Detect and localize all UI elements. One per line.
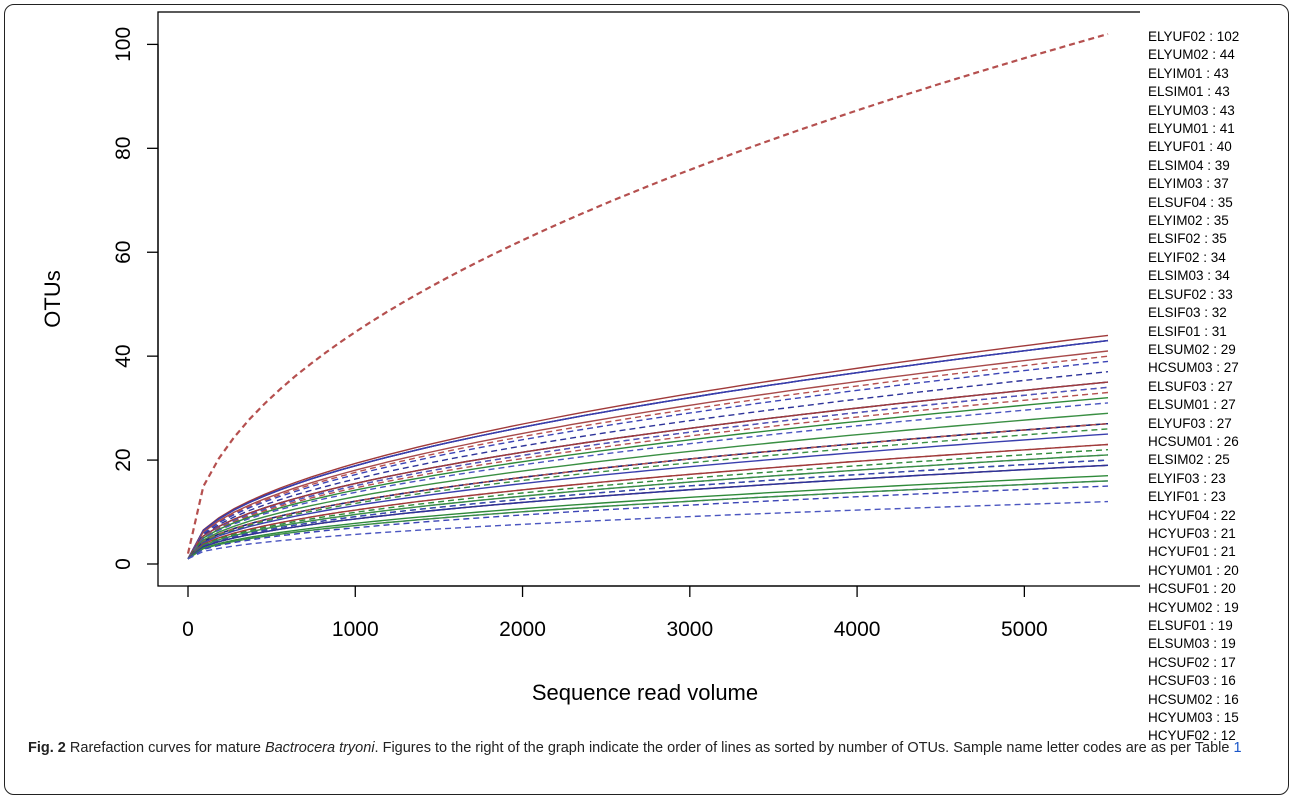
y-tick-label-60: 60 (112, 241, 135, 264)
curve-35 (187, 475, 1109, 560)
rarefaction-chart: 0 1000 2000 3000 4000 5000 0 20 40 60 80 100 Seque… (40, 11, 1140, 705)
curve-2 (187, 334, 1109, 560)
x-tick-label-3000: 3000 (666, 618, 713, 641)
x-tick-label-0: 0 (182, 618, 194, 641)
curve-29 (187, 454, 1109, 560)
x-axis: 0 1000 2000 3000 4000 5000 (182, 585, 1048, 641)
curve-1 (186, 32, 1109, 554)
curve-22 (187, 423, 1109, 560)
legend-entry: HCSUF02 : 17 (1148, 654, 1236, 670)
y-axis: 0 20 40 60 80 100 (112, 27, 159, 570)
curve-23 (187, 428, 1109, 560)
legend-entry: HCSUM03 : 27 (1148, 360, 1239, 376)
y-tick-label-80: 80 (112, 137, 135, 160)
legend-entry: HCYUF03 : 21 (1148, 525, 1236, 541)
curve-12 (187, 381, 1109, 560)
legend-entry: ELSIF01 : 31 (1148, 323, 1227, 339)
figure-caption: Fig. 2 Rarefaction curves for mature Bac… (28, 738, 1268, 759)
y-axis-title: OTUs (40, 270, 65, 327)
curve-24 (187, 433, 1109, 560)
x-tick-label-2000: 2000 (499, 618, 546, 641)
curves-group (186, 32, 1109, 560)
legend-entry: HCYUM02 : 19 (1148, 599, 1239, 615)
legend-entry: ELSIM02 : 25 (1148, 452, 1230, 468)
legend-entry: HCYUM01 : 20 (1148, 562, 1239, 578)
legend-entry: ELYIF03 : 23 (1148, 470, 1226, 486)
curve-31 (187, 459, 1109, 560)
curve-37 (187, 480, 1109, 560)
curve-38 (187, 485, 1109, 560)
legend-entry: ELSUM03 : 19 (1148, 636, 1236, 652)
y-tick-label-40: 40 (112, 344, 135, 367)
caption-text-end: . Figures to the right of the graph indi… (374, 740, 1234, 756)
curve-8 (187, 360, 1109, 560)
legend-entry: HCYUF04 : 22 (1148, 507, 1236, 523)
legend-entry: HCSUF01 : 20 (1148, 581, 1236, 597)
caption-table-link[interactable]: 1 (1233, 740, 1242, 756)
curve-18 (187, 412, 1109, 560)
legend-entry: ELSUM01 : 27 (1148, 397, 1236, 413)
y-tick-label-100: 100 (112, 27, 135, 62)
curve-14 (187, 386, 1109, 560)
legend-entry: ELYUM01 : 41 (1148, 121, 1235, 137)
caption-species: Bactrocera tryoni (264, 740, 375, 756)
legend-entry: ELSIM03 : 34 (1148, 268, 1230, 284)
curve-15 (187, 391, 1109, 560)
legend: ELYUF02 : 102 ELYUM02 : 44 ELYIM01 : 43 ELS… (1148, 28, 1288, 746)
curve-34 (187, 464, 1109, 560)
legend-entry: ELYIM02 : 35 (1148, 213, 1229, 229)
x-tick-label-5000: 5000 (1001, 618, 1048, 641)
legend-entry: ELYUF03 : 27 (1148, 415, 1232, 431)
legend-entry: ELSUF04 : 35 (1148, 194, 1233, 210)
legend-entry: HCSUM01 : 26 (1148, 433, 1239, 449)
legend-entry: ELSIF02 : 35 (1148, 231, 1227, 247)
curve-26 (187, 443, 1109, 560)
figure-frame (4, 4, 1289, 795)
caption-text-start: Rarefaction curves for mature (65, 740, 265, 756)
legend-entry: ELSUF03 : 27 (1148, 378, 1233, 394)
legend-entry: HCYUF01 : 21 (1148, 544, 1236, 560)
curve-17 (187, 402, 1109, 560)
legend-entry: ELSIM01 : 43 (1148, 84, 1230, 100)
legend-entry: HCSUF03 : 16 (1148, 673, 1236, 689)
y-tick-label-20: 20 (112, 448, 135, 471)
legend-entry: ELYIM01 : 43 (1148, 65, 1229, 81)
legend-entry: ELYUM03 : 43 (1148, 102, 1235, 118)
curve-6 (187, 350, 1109, 560)
caption-figure-label: Fig. 2 (28, 740, 66, 756)
curve-5 (187, 339, 1109, 560)
legend-entry: ELYIM03 : 37 (1148, 176, 1229, 192)
legend-entry: ELSUM02 : 29 (1148, 341, 1236, 357)
x-tick-label-1000: 1000 (332, 618, 379, 641)
x-tick-label-4000: 4000 (834, 618, 881, 641)
x-axis-title: Sequence read volume (532, 680, 758, 705)
curve-33 (187, 464, 1109, 560)
legend-entry: ELYUF02 : 102 (1148, 29, 1240, 44)
legend-entry: ELYUF01 : 40 (1148, 139, 1232, 155)
curve-16 (187, 397, 1109, 560)
legend-entry: ELSIF03 : 32 (1148, 305, 1227, 321)
legend-entry: ELYIF01 : 23 (1148, 489, 1226, 505)
curve-32 (187, 464, 1109, 560)
legend-entry: ELYIF02 : 34 (1148, 249, 1226, 265)
curve-39 (187, 500, 1109, 560)
legend-entry: ELSIM04 : 39 (1148, 157, 1230, 173)
legend-entry: ELSUF01 : 19 (1148, 618, 1233, 633)
legend-entry: HCSUM02 : 16 (1148, 691, 1239, 707)
curve-27 (187, 449, 1109, 560)
curve-25 (187, 443, 1109, 560)
legend-entry: HCYUF02 : 12 (1148, 728, 1236, 744)
legend-entry: ELYUM02 : 44 (1148, 47, 1235, 63)
y-tick-label-0: 0 (112, 558, 135, 570)
legend-entry: HCYUM03 : 15 (1148, 710, 1239, 726)
curve-7 (187, 355, 1109, 560)
legend-entry: ELSUF02 : 33 (1148, 286, 1233, 302)
